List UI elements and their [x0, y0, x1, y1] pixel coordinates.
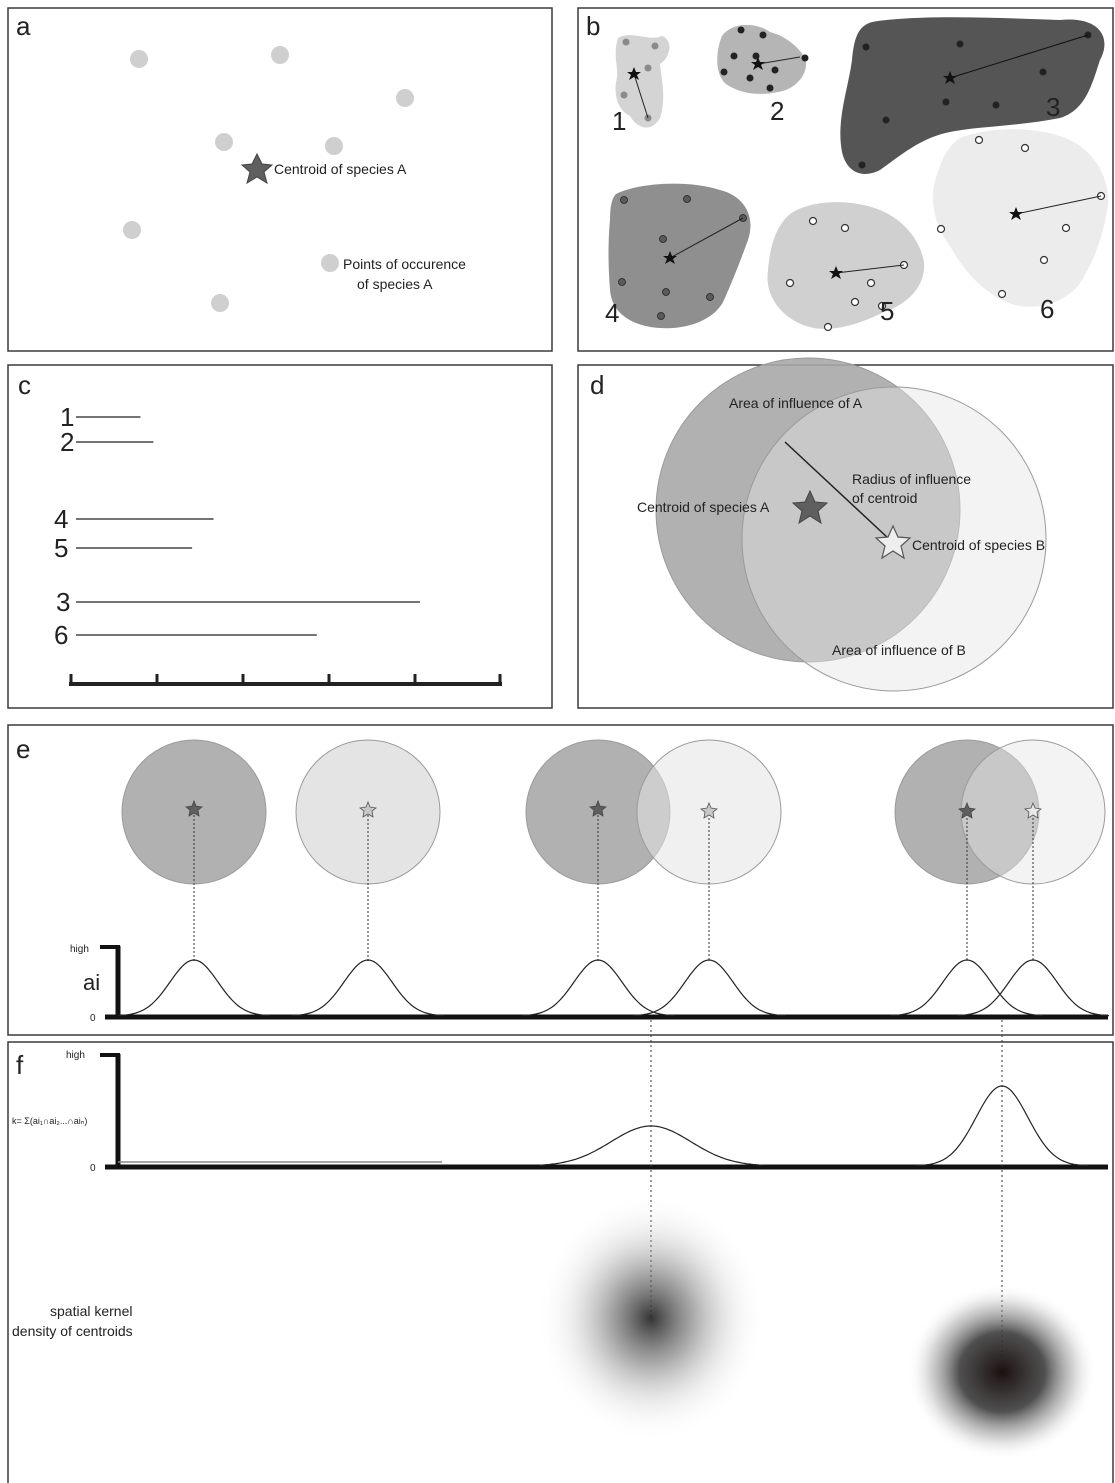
ai-curve [117, 959, 271, 1017]
range-6: 6 [932, 129, 1109, 324]
ai-curve [956, 959, 1110, 1017]
range-5-label: 5 [880, 296, 894, 326]
panel-a-frame [7, 7, 553, 352]
f-y-high: high [66, 1050, 85, 1061]
panel-f-letter: f [16, 1050, 24, 1080]
range-size-bar-label: 6 [54, 620, 68, 650]
centroid-a-label: Centroid of species A [274, 161, 407, 177]
occurrence-point [130, 50, 148, 68]
centroid-b-label: Centroid of species B [912, 537, 1045, 553]
centroid-star-icon [589, 799, 607, 817]
ai-curve [521, 959, 675, 1017]
panel-c: c 12 45 36 [7, 364, 553, 709]
radius-line [784, 441, 889, 539]
panel-b-frame [577, 7, 1114, 352]
panel-d-letter: d [590, 370, 604, 400]
panel-f-frame [7, 1041, 1114, 1483]
points-label-line2: of species A [357, 276, 433, 292]
occurrence-point [321, 254, 339, 272]
e-y-label: ai [83, 970, 100, 995]
panel-b-letter: b [586, 11, 600, 41]
range-1-label: 1 [612, 106, 626, 136]
range-size-bar-label: 5 [54, 533, 68, 563]
panel-e-letter: e [16, 734, 30, 764]
ai-curves [117, 959, 1110, 1017]
centroid-star-icon [185, 799, 203, 817]
e-y-high: high [70, 944, 89, 955]
range-size-bar-label: 3 [56, 587, 70, 617]
range-size-bar-label: 1 [60, 402, 74, 432]
occurrence-point [271, 46, 289, 64]
area-b-label: Area of influence of B [832, 642, 966, 658]
panel-c-letter: c [18, 370, 31, 400]
range-size-bar-label: 2 [60, 427, 74, 457]
centroid-star-icon [1024, 801, 1042, 819]
occurrence-point [325, 137, 343, 155]
ai-curve [632, 959, 786, 1017]
range-4: 4 [605, 183, 751, 329]
range-size-axis [69, 674, 502, 686]
occurrence-point [215, 133, 233, 151]
ai-curve [291, 959, 445, 1017]
range-3: 3 [840, 17, 1105, 174]
area-a-label: Area of influence of A [729, 395, 863, 411]
occurrence-point [396, 89, 414, 107]
range-size-bar-label: 4 [54, 504, 68, 534]
occurrence-point [211, 294, 229, 312]
panel-c-frame [7, 364, 553, 709]
kernel-label-line1: spatial kernel [50, 1303, 133, 1319]
range-1: 1 [612, 35, 670, 136]
occurrence-points [123, 46, 414, 312]
panel-a: a Centroid of species A Points of occure… [7, 7, 553, 352]
centroid-star-icon [958, 801, 976, 819]
centroid-a-star-icon [791, 489, 829, 525]
panel-e-frame [7, 724, 1114, 1036]
radius-label-line2: of centroid [852, 490, 917, 506]
kernel-label-line2: density of centroids [12, 1323, 133, 1339]
e-y-zero: 0 [90, 1013, 96, 1024]
range-2-label: 2 [770, 96, 784, 126]
centroid-b-star-icon [874, 524, 912, 560]
centroid-a-label: Centroid of species A [637, 499, 770, 515]
occurrence-point [123, 221, 141, 239]
kernel-density-blob-2 [907, 1284, 1097, 1460]
range-3-label: 3 [1046, 92, 1060, 122]
range-4-label: 4 [605, 298, 619, 328]
range-size-bars: 12 45 36 [54, 402, 420, 650]
panel-b: b 1 2 [577, 7, 1114, 352]
range-5: 5 [767, 202, 925, 332]
ai-curve [890, 959, 1044, 1017]
range-6-label: 6 [1040, 294, 1054, 324]
range-2: 2 [717, 24, 809, 126]
centroid-star-icon [359, 800, 377, 818]
centroid-star-icon [700, 801, 718, 819]
panel-a-letter: a [16, 11, 31, 41]
panel-f: f high 0 k= Σ(ai₁∩ai₂...∩aiₙ) spatial ke… [7, 1020, 1114, 1483]
f-y-zero: 0 [90, 1163, 96, 1174]
kernel-density-blob-1 [536, 1193, 766, 1443]
panel-e: e high 0 ai [7, 724, 1114, 1036]
k-label: k= Σ(ai₁∩ai₂...∩aiₙ) [12, 1116, 87, 1126]
panel-d: d Area of influence of A Radius of influ… [577, 357, 1114, 709]
radius-label-line1: Radius of influence [852, 471, 971, 487]
kernel-curves [538, 1085, 1089, 1167]
points-label-line1: Points of occurence [343, 256, 466, 272]
centroid-star-icon [240, 152, 274, 185]
